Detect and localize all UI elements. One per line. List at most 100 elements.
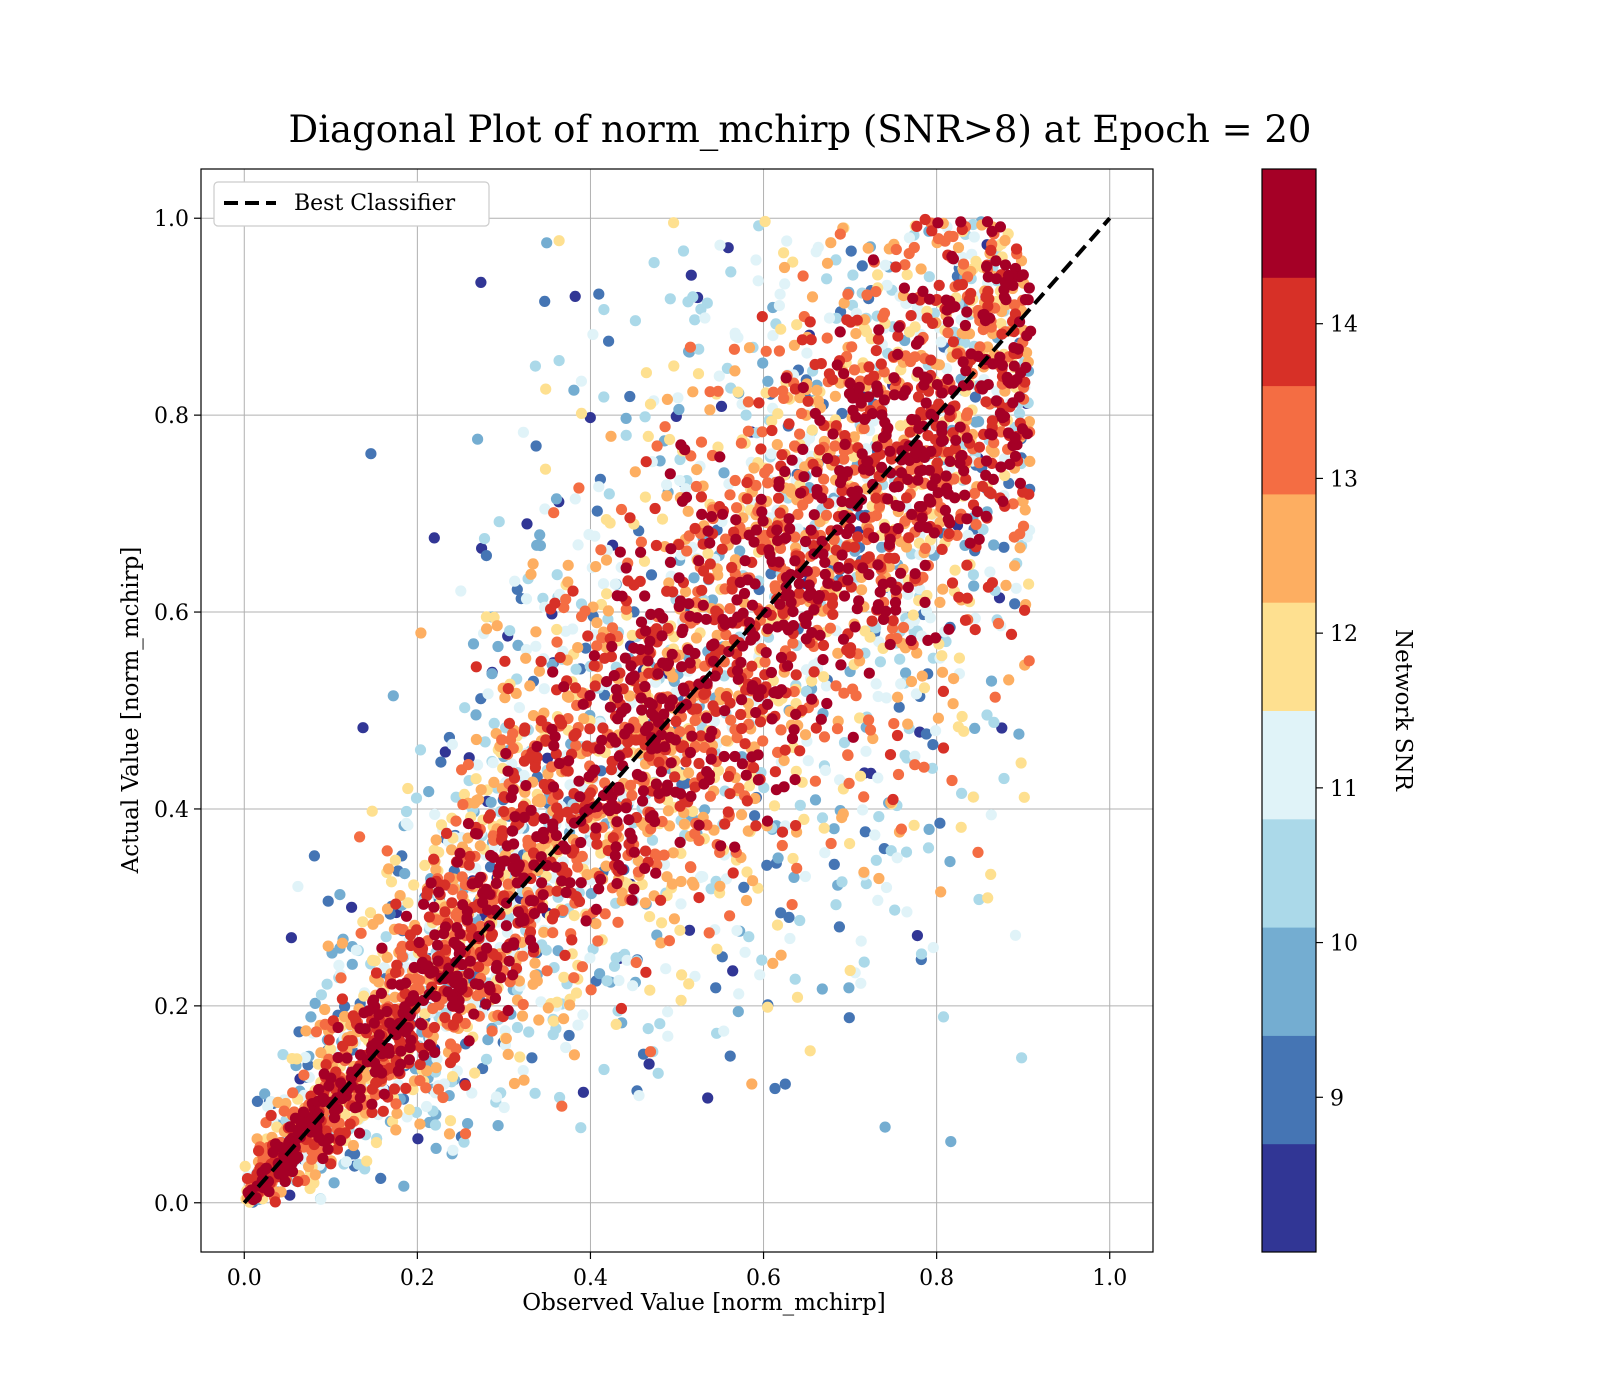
scatter-point <box>546 913 559 925</box>
scatter-point <box>300 1025 312 1037</box>
scatter-point <box>508 1077 521 1090</box>
scatter-point <box>741 493 753 505</box>
scatter-point <box>848 364 861 376</box>
scatter-point <box>430 1062 442 1074</box>
scatter-point <box>693 819 705 831</box>
scatter-point <box>412 1133 424 1145</box>
colorbar-segment <box>1262 1035 1316 1145</box>
scatter-point <box>675 994 687 1006</box>
scatter-point <box>797 382 809 394</box>
scatter-point <box>998 541 1010 553</box>
scatter-point <box>656 630 668 642</box>
scatter-point <box>636 771 648 783</box>
scatter-point <box>926 479 938 491</box>
scatter-point <box>847 392 859 404</box>
scatter-point <box>287 1087 299 1099</box>
scatter-point <box>931 379 943 391</box>
scatter-point <box>775 907 787 919</box>
scatter-point <box>821 332 833 344</box>
scatter-point <box>563 755 575 767</box>
scatter-point <box>606 798 618 810</box>
scatter-point <box>783 513 795 525</box>
scatter-point <box>727 867 739 879</box>
scatter-point <box>750 524 763 536</box>
scatter-point <box>503 955 515 967</box>
scatter-point <box>851 314 863 326</box>
scatter-point <box>585 984 597 996</box>
scatter-point <box>469 828 482 840</box>
scatter-point <box>335 1134 347 1147</box>
scatter-point <box>825 837 837 850</box>
scatter-point <box>662 1006 674 1018</box>
scatter-point <box>507 969 519 981</box>
scatter-point <box>693 892 705 904</box>
scatter-point <box>1000 579 1012 592</box>
scatter-point <box>872 603 884 615</box>
scatter-point <box>538 683 550 695</box>
scatter-point <box>877 431 890 444</box>
scatter-point <box>783 911 795 924</box>
scatter-point <box>429 808 441 821</box>
scatter-point <box>318 1068 330 1080</box>
scatter-point <box>879 522 891 534</box>
scatter-point <box>584 952 596 964</box>
scatter-point <box>253 1145 265 1157</box>
scatter-point <box>534 529 546 541</box>
scatter-point <box>855 977 867 989</box>
scatter-point <box>729 750 741 763</box>
scatter-point <box>769 766 782 778</box>
scatter-point <box>533 665 546 677</box>
scatter-point <box>480 611 492 623</box>
scatter-point <box>859 413 871 425</box>
scatter-point <box>745 634 757 646</box>
scatter-point <box>719 618 731 631</box>
scatter-point <box>778 247 790 259</box>
scatter-point <box>943 623 955 635</box>
scatter-point <box>898 282 911 294</box>
scatter-point <box>341 1052 353 1064</box>
scatter-point <box>794 914 806 927</box>
scatter-point <box>658 708 670 720</box>
scatter-point <box>892 768 905 781</box>
scatter-point <box>424 1040 436 1052</box>
scatter-point <box>788 724 800 736</box>
scatter-point <box>878 613 890 626</box>
scatter-point <box>901 269 913 281</box>
scatter-point <box>763 544 775 556</box>
scatter-point <box>383 863 395 875</box>
scatter-point <box>718 750 730 763</box>
scatter-point <box>421 1100 433 1113</box>
scatter-point <box>811 484 823 496</box>
scatter-point <box>613 974 625 987</box>
scatter-point <box>937 434 949 446</box>
scatter-point <box>756 506 768 518</box>
scatter-point <box>786 899 798 911</box>
x-tick-label: 1.0 <box>1092 1266 1127 1291</box>
scatter-point <box>697 871 709 883</box>
scatter-point <box>773 300 786 312</box>
scatter-point <box>729 365 741 377</box>
scatter-point <box>689 314 701 326</box>
scatter-point <box>969 391 982 403</box>
scatter-point <box>985 868 997 881</box>
scatter-point <box>569 290 581 302</box>
scatter-point <box>678 818 691 830</box>
scatter-point <box>444 1115 457 1127</box>
scatter-point <box>372 1063 384 1075</box>
scatter-point <box>1004 458 1016 470</box>
scatter-point <box>651 742 663 754</box>
scatter-point <box>569 682 582 694</box>
scatter-point <box>985 244 997 256</box>
scatter-point <box>808 666 820 678</box>
scatter-point <box>804 316 816 328</box>
scatter-point <box>892 691 904 703</box>
scatter-point <box>942 316 955 328</box>
scatter-point <box>890 243 902 256</box>
scatter-point <box>778 261 791 274</box>
scatter-point <box>340 1156 352 1168</box>
scatter-point <box>490 1091 503 1103</box>
scatter-point <box>778 392 790 404</box>
scatter-point <box>597 722 609 734</box>
scatter-point <box>661 660 673 672</box>
scatter-point <box>656 513 669 525</box>
